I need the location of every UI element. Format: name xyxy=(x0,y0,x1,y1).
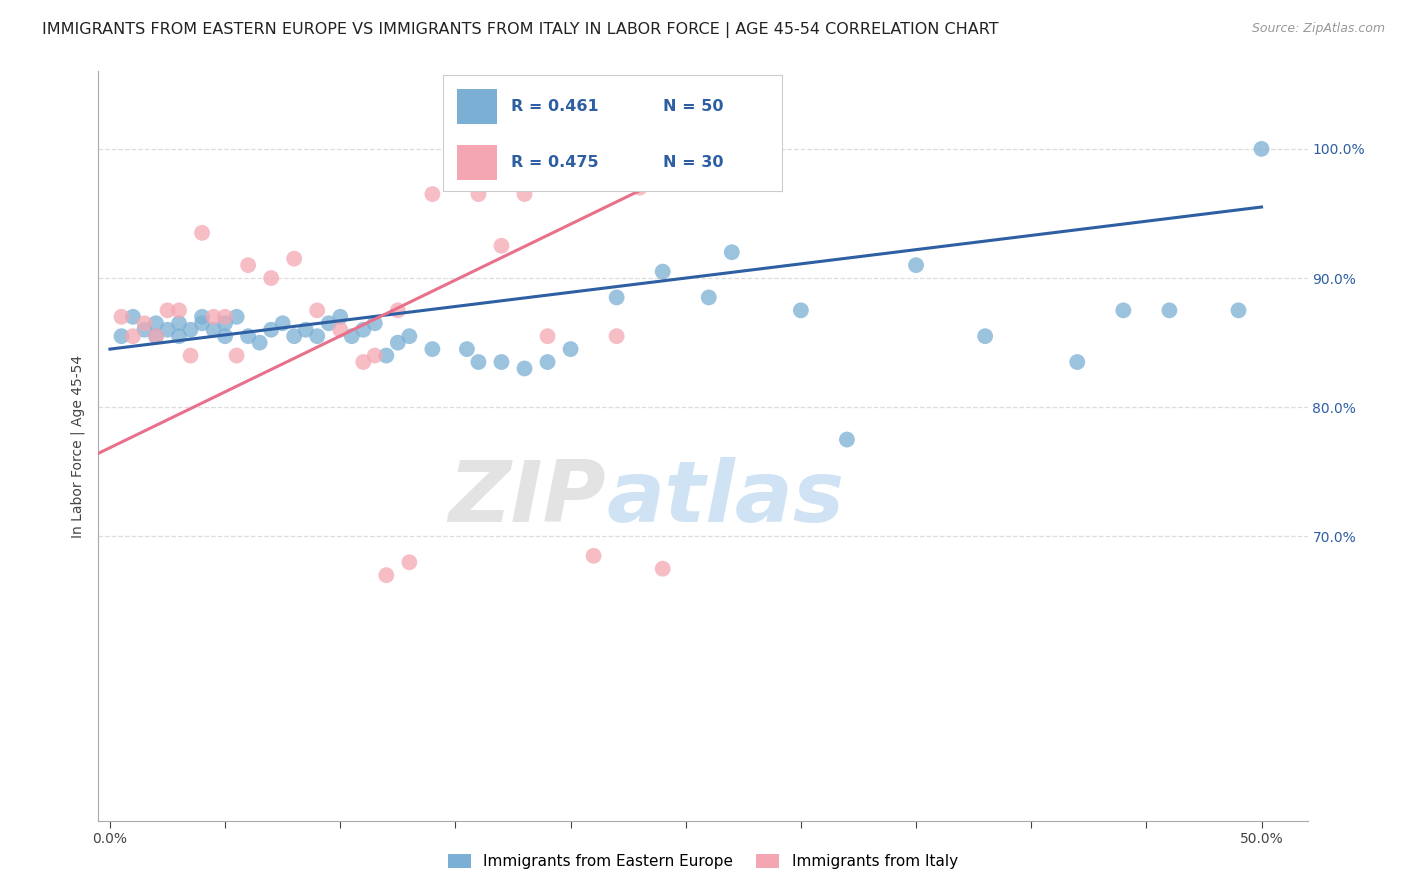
Point xyxy=(180,323,202,337)
Point xyxy=(697,290,720,304)
Text: atlas: atlas xyxy=(606,457,845,540)
Point xyxy=(467,187,489,202)
Point xyxy=(167,316,190,330)
Point xyxy=(905,258,928,272)
Point xyxy=(491,239,513,253)
Point xyxy=(225,349,247,363)
Point xyxy=(398,329,420,343)
Text: ZIP: ZIP xyxy=(449,457,606,540)
Point xyxy=(214,316,236,330)
Point xyxy=(582,549,605,563)
Point xyxy=(236,258,259,272)
Point xyxy=(628,180,651,194)
Point xyxy=(156,323,179,337)
Point xyxy=(202,323,225,337)
Point xyxy=(260,323,283,337)
Point xyxy=(720,245,742,260)
Point xyxy=(1159,303,1181,318)
Point xyxy=(122,310,145,324)
Point xyxy=(651,562,673,576)
Point xyxy=(456,342,478,356)
Point xyxy=(1112,303,1135,318)
Point xyxy=(214,310,236,324)
Point xyxy=(191,226,214,240)
Point xyxy=(260,271,283,285)
Point xyxy=(329,323,352,337)
Text: Source: ZipAtlas.com: Source: ZipAtlas.com xyxy=(1251,22,1385,36)
Point xyxy=(467,355,489,369)
Point xyxy=(1227,303,1250,318)
Point xyxy=(352,355,374,369)
Legend: Immigrants from Eastern Europe, Immigrants from Italy: Immigrants from Eastern Europe, Immigran… xyxy=(443,848,963,875)
Point xyxy=(606,290,628,304)
Point xyxy=(651,264,673,278)
Point xyxy=(225,310,247,324)
Point xyxy=(364,316,387,330)
Point xyxy=(329,310,352,324)
Point xyxy=(249,335,271,350)
Point xyxy=(134,316,156,330)
Point xyxy=(307,303,329,318)
Point xyxy=(307,329,329,343)
Point xyxy=(271,316,294,330)
Point xyxy=(236,329,259,343)
Point xyxy=(387,335,409,350)
Point xyxy=(398,555,420,569)
Point xyxy=(422,342,444,356)
Point xyxy=(167,329,190,343)
Point xyxy=(364,349,387,363)
Point xyxy=(1066,355,1088,369)
Point xyxy=(1250,142,1272,156)
Point xyxy=(145,329,167,343)
Point xyxy=(790,303,813,318)
Point xyxy=(606,329,628,343)
Point xyxy=(491,355,513,369)
Point xyxy=(145,316,167,330)
Point xyxy=(536,329,558,343)
Y-axis label: In Labor Force | Age 45-54: In Labor Force | Age 45-54 xyxy=(70,354,84,538)
Point xyxy=(180,349,202,363)
Point xyxy=(167,303,190,318)
Point xyxy=(536,355,558,369)
Point xyxy=(134,323,156,337)
Point xyxy=(214,329,236,343)
Point xyxy=(513,361,536,376)
Point xyxy=(110,310,132,324)
Point xyxy=(387,303,409,318)
Point xyxy=(294,323,316,337)
Point xyxy=(191,316,214,330)
Point xyxy=(422,187,444,202)
Point xyxy=(835,433,858,447)
Point xyxy=(560,342,582,356)
Point xyxy=(122,329,145,343)
Point xyxy=(340,329,363,343)
Point xyxy=(375,349,398,363)
Point xyxy=(156,303,179,318)
Point xyxy=(283,329,305,343)
Point xyxy=(145,329,167,343)
Point xyxy=(283,252,305,266)
Point xyxy=(974,329,997,343)
Point xyxy=(352,323,374,337)
Point xyxy=(110,329,132,343)
Point xyxy=(191,310,214,324)
Text: IMMIGRANTS FROM EASTERN EUROPE VS IMMIGRANTS FROM ITALY IN LABOR FORCE | AGE 45-: IMMIGRANTS FROM EASTERN EUROPE VS IMMIGR… xyxy=(42,22,998,38)
Point xyxy=(318,316,340,330)
Point xyxy=(513,187,536,202)
Point xyxy=(202,310,225,324)
Point xyxy=(375,568,398,582)
